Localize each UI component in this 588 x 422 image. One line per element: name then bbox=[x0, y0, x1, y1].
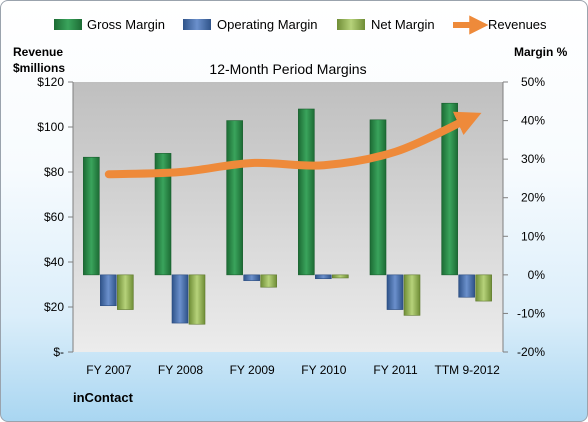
right-tick-label: -10% bbox=[517, 306, 545, 320]
operating-margin-bar bbox=[171, 274, 189, 324]
right-tick-label: 40% bbox=[521, 114, 545, 128]
legend-label-net-margin: Net Margin bbox=[371, 17, 435, 32]
legend-swatch-net-margin bbox=[337, 19, 365, 30]
plot-area bbox=[73, 82, 503, 352]
gross-margin-bar bbox=[83, 156, 100, 276]
right-tick-label: 0% bbox=[528, 268, 546, 282]
net-margin-bar bbox=[475, 274, 492, 302]
category-label: TTM 9-2012 bbox=[434, 363, 500, 377]
legend-item-net-margin: Net Margin bbox=[337, 17, 435, 32]
right-tick-label: 30% bbox=[521, 152, 545, 166]
category-label: FY 2008 bbox=[158, 363, 203, 377]
left-tick-label: $- bbox=[53, 345, 64, 359]
gross-margin-bar bbox=[154, 153, 172, 276]
left-tick-label: $60 bbox=[44, 210, 64, 224]
right-tick-label: 10% bbox=[521, 229, 545, 243]
right-tick-label: 20% bbox=[521, 191, 545, 205]
legend-label-revenues: Revenues bbox=[488, 17, 547, 32]
operating-margin-bar bbox=[386, 274, 404, 310]
net-margin-bar bbox=[260, 274, 277, 288]
net-margin-bar bbox=[188, 274, 206, 325]
net-margin-bar bbox=[117, 274, 134, 310]
gross-margin-bar bbox=[226, 120, 243, 276]
category-label: FY 2010 bbox=[301, 363, 346, 377]
category-labels: FY 2007 FY 2008 FY 2009 FY 2010 FY 2011 TTM 9… bbox=[86, 363, 500, 377]
legend-swatch-operating-margin bbox=[183, 19, 211, 30]
operating-margin-bar bbox=[458, 274, 475, 298]
category-label: FY 2011 bbox=[373, 363, 418, 377]
revenues-line bbox=[104, 111, 482, 179]
net-margin-bar bbox=[332, 274, 349, 279]
legend: Gross Margin Operating Margin Net Margin… bbox=[54, 15, 547, 35]
left-axis-title-line1: Revenue bbox=[13, 45, 63, 59]
revenues-line-series bbox=[104, 111, 482, 179]
legend-item-gross-margin: Gross Margin bbox=[54, 17, 165, 32]
legend-swatch-gross-margin bbox=[54, 19, 82, 30]
legend-label-gross-margin: Gross Margin bbox=[87, 17, 165, 32]
operating-margin-bar bbox=[100, 274, 117, 307]
category-label: FY 2009 bbox=[230, 363, 275, 377]
company-name: inContact bbox=[73, 390, 134, 405]
left-tick-label: $120 bbox=[37, 75, 64, 89]
left-tick-label: $40 bbox=[44, 255, 64, 269]
gross-margin-bar bbox=[298, 108, 315, 276]
legend-label-operating-margin: Operating Margin bbox=[217, 17, 317, 32]
legend-item-revenues: Revenues bbox=[453, 15, 547, 35]
operating-margin-bar bbox=[243, 274, 260, 281]
right-tick-label: -20% bbox=[517, 345, 545, 359]
left-tick-label: $100 bbox=[37, 120, 64, 134]
operating-margin-bar bbox=[315, 274, 332, 280]
left-axis-title-line2: $millions bbox=[13, 61, 65, 75]
left-tick-label: $80 bbox=[44, 165, 64, 179]
right-axis-ticks: -20% -10% 0% 10% 20% 30% 40% 50% bbox=[503, 75, 545, 359]
right-tick-label: 50% bbox=[521, 75, 545, 89]
left-tick-label: $20 bbox=[44, 300, 64, 314]
legend-item-operating-margin: Operating Margin bbox=[183, 17, 317, 32]
net-margin-bar bbox=[403, 274, 421, 316]
chart-title: 12-Month Period Margins bbox=[209, 61, 366, 77]
right-axis-title: Margin % bbox=[514, 45, 568, 59]
gross-margin-bar bbox=[369, 119, 387, 276]
gross-margin-bar bbox=[441, 102, 458, 276]
category-label: FY 2007 bbox=[86, 363, 131, 377]
left-axis-ticks: $- $20 $40 $60 $80 $100 $120 bbox=[37, 75, 73, 359]
